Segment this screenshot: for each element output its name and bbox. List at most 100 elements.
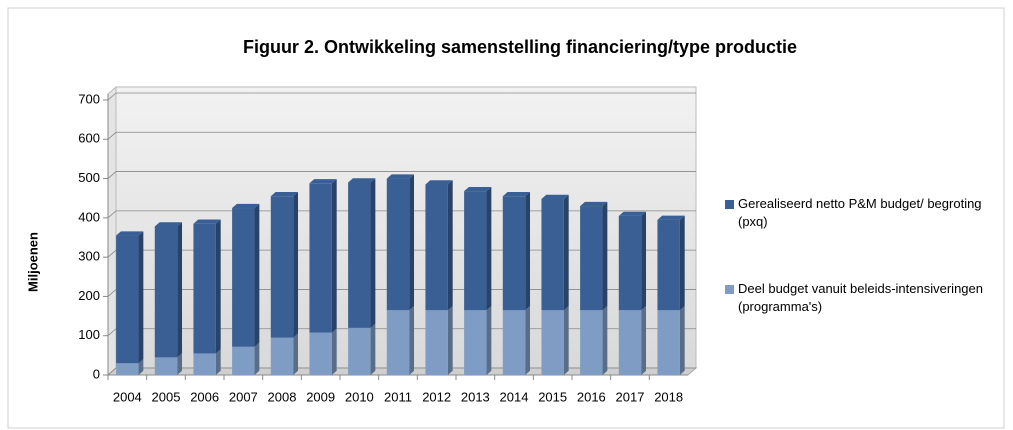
bar	[232, 208, 255, 347]
x-tick-label: 2015	[538, 389, 567, 404]
bar	[270, 196, 294, 338]
bar-top	[464, 186, 492, 192]
x-tick-label: 2004	[113, 389, 142, 404]
bar	[618, 310, 642, 375]
bar	[580, 310, 603, 375]
bar	[270, 337, 294, 375]
bar	[232, 346, 255, 375]
bar-side	[563, 194, 569, 311]
y-tick-label: 600	[78, 131, 100, 146]
bar-side	[177, 353, 183, 375]
y-tick-label: 500	[78, 170, 100, 185]
bar-side	[525, 305, 531, 375]
bar-top	[348, 178, 376, 183]
bar-top	[425, 180, 453, 185]
bar-side	[486, 305, 492, 375]
grid-line	[107, 367, 696, 376]
bar	[386, 178, 410, 311]
grid-line	[107, 171, 696, 179]
bar-side	[486, 186, 492, 311]
bar-top	[309, 179, 337, 184]
bar	[154, 357, 178, 375]
bar-top	[502, 192, 531, 197]
x-tick-label: 2007	[229, 389, 258, 404]
bar-side	[370, 323, 376, 375]
bar-side	[409, 174, 415, 311]
bar-side	[254, 203, 260, 347]
x-tick-label: 2013	[461, 389, 490, 404]
x-tick-label: 2005	[152, 389, 181, 404]
bar-side	[563, 305, 569, 375]
bar-top	[193, 219, 221, 224]
bar	[154, 226, 178, 358]
bar	[541, 199, 564, 311]
bar	[309, 183, 332, 333]
bar-side	[447, 180, 453, 311]
bar-side	[447, 305, 453, 375]
bar	[464, 191, 487, 311]
y-tick-label: 700	[78, 91, 100, 106]
x-tick-label: 2016	[577, 389, 606, 404]
grid-line	[107, 289, 696, 297]
bar-side	[409, 305, 415, 375]
y-tick-label: 400	[78, 209, 100, 224]
x-tick-label: 2006	[190, 389, 219, 404]
bar-side	[138, 231, 144, 364]
bar	[425, 184, 448, 311]
bar-side	[679, 305, 685, 375]
bar-side	[293, 192, 299, 338]
bar-side	[679, 215, 685, 311]
bar	[348, 327, 371, 375]
bar-top	[386, 174, 415, 179]
bar	[193, 353, 216, 375]
bar-top	[541, 194, 569, 199]
bar-side	[602, 305, 608, 375]
x-tick-label: 2009	[306, 389, 335, 404]
bar	[464, 310, 487, 375]
legend-swatch	[725, 200, 734, 209]
bar-side	[331, 328, 337, 375]
bar-top	[618, 211, 647, 216]
y-tick-label: 100	[78, 327, 100, 342]
grid-line	[107, 131, 696, 140]
bar-side	[177, 222, 183, 358]
legend-swatch	[725, 285, 734, 294]
bar	[541, 310, 564, 375]
grid-line	[107, 210, 696, 219]
bar	[309, 332, 332, 375]
bar-side	[525, 192, 531, 311]
bar	[657, 219, 680, 311]
x-tick-label: 2018	[654, 389, 683, 404]
bar-top	[580, 201, 608, 207]
bar	[502, 310, 526, 375]
bar-side	[293, 333, 299, 375]
chart-title: Figuur 2. Ontwikkeling samenstelling fin…	[243, 37, 797, 57]
bar	[657, 310, 680, 375]
bar	[193, 223, 216, 354]
bar-top	[154, 222, 183, 227]
x-tick-label: 2014	[500, 389, 529, 404]
legend-label: Gerealiseerd netto P&M budget/ begroting…	[738, 196, 982, 229]
y-tick-label: 200	[78, 288, 100, 303]
bar	[618, 215, 642, 311]
grid-line	[107, 92, 696, 101]
x-tick-label: 2011	[384, 389, 412, 404]
y-axis-label: Miljoenen	[25, 232, 40, 292]
y-tick-label: 300	[78, 249, 100, 264]
y-tick-label: 0	[93, 366, 100, 381]
x-tick-label: 2017	[616, 389, 645, 404]
bar-top	[232, 203, 260, 209]
legend-label: Deel budget vanuit beleids-intensivering…	[738, 281, 983, 314]
bar	[580, 206, 603, 311]
bar-side	[215, 219, 221, 354]
x-tick-label: 2010	[345, 389, 374, 404]
bar-side	[138, 359, 144, 375]
bar	[116, 363, 139, 375]
bar-side	[215, 349, 221, 375]
bar-top	[270, 192, 299, 197]
bar	[116, 235, 139, 364]
bar-top	[657, 215, 685, 220]
bar-top	[116, 231, 144, 236]
